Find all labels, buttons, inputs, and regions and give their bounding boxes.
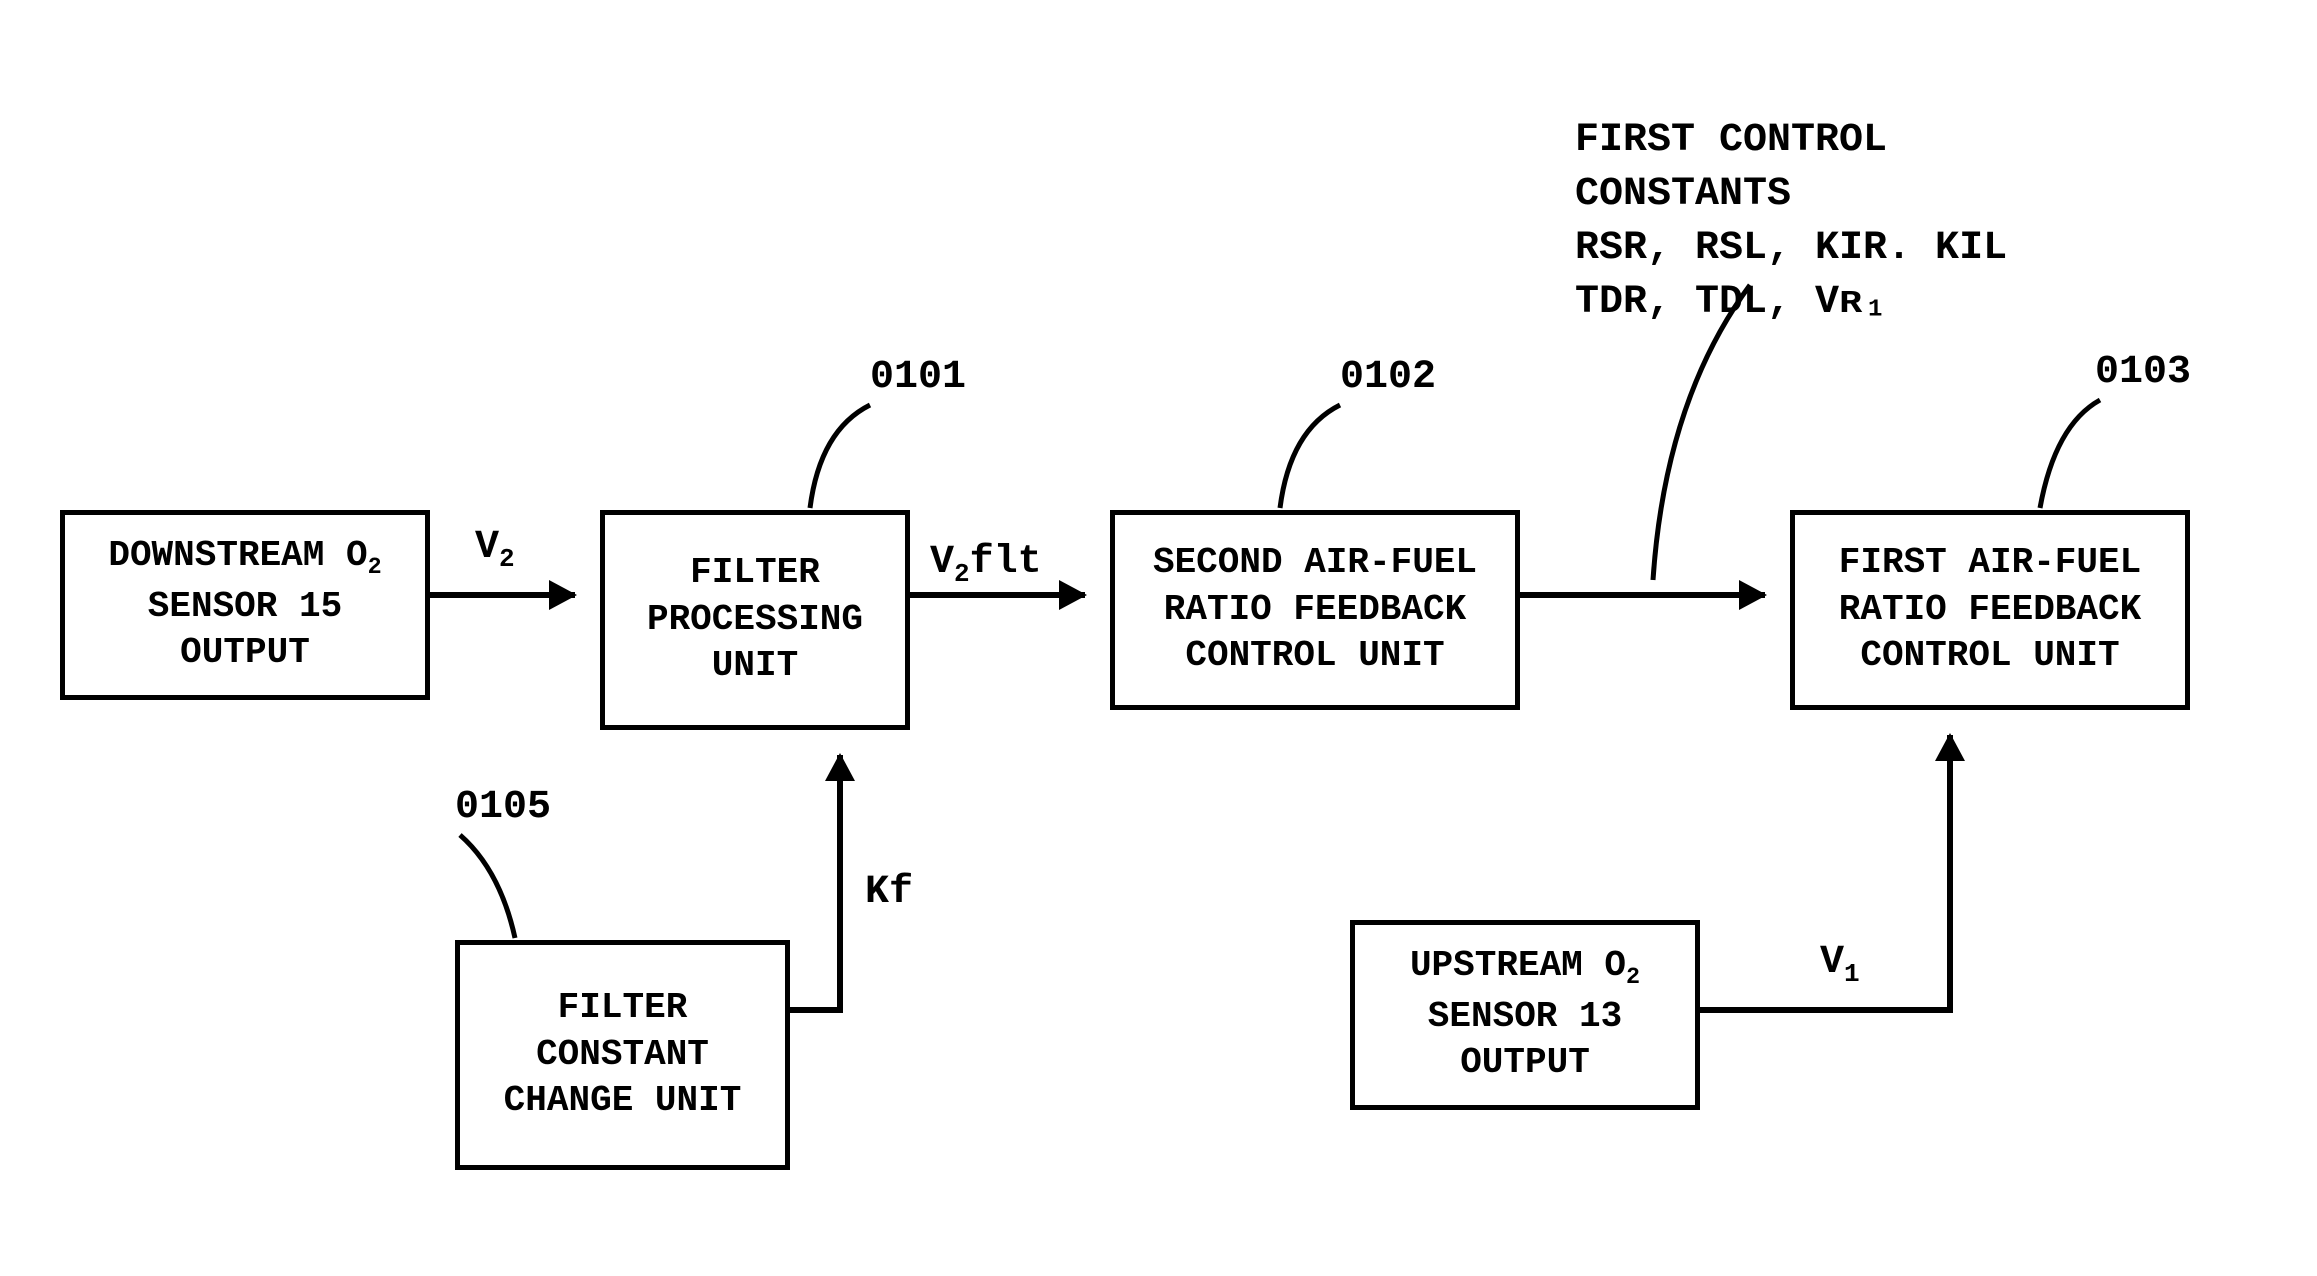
signal-kf: Kf: [865, 870, 913, 915]
leader-0101: [790, 400, 910, 520]
arrow-v1-v: [1947, 735, 1953, 1013]
arrow-v2: [430, 592, 575, 598]
ref-0103: 0103: [2095, 350, 2191, 395]
arrow-v2flt: [910, 592, 1085, 598]
box-second-af-text: SECOND AIR-FUEL RATIO FEEDBACK CONTROL U…: [1153, 540, 1477, 680]
box-downstream-o2: DOWNSTREAM O2SENSOR 15OUTPUT: [60, 510, 430, 700]
arrow-kf-v: [837, 755, 843, 1013]
box-upstream-o2-text: UPSTREAM O2SENSOR 13OUTPUT: [1410, 943, 1640, 1087]
signal-v2flt: V2flt: [930, 540, 1042, 589]
ref-0101: 0101: [870, 355, 966, 400]
box-first-af-control: FIRST AIR-FUEL RATIO FEEDBACK CONTROL UN…: [1790, 510, 2190, 710]
box-first-af-text: FIRST AIR-FUEL RATIO FEEDBACK CONTROL UN…: [1839, 540, 2141, 680]
box-filter-processing-text: FILTER PROCESSING UNIT: [647, 550, 863, 690]
ref-0102: 0102: [1340, 355, 1436, 400]
ref-0105: 0105: [455, 785, 551, 830]
leader-0105: [420, 830, 540, 950]
box-filter-constant-text: FILTER CONSTANT CHANGE UNIT: [504, 985, 742, 1125]
leader-0103: [2015, 395, 2135, 520]
box-upstream-o2: UPSTREAM O2SENSOR 13OUTPUT: [1350, 920, 1700, 1110]
leader-0102: [1255, 400, 1375, 520]
line-v1-h: [1700, 1007, 1953, 1013]
box-second-af-control: SECOND AIR-FUEL RATIO FEEDBACK CONTROL U…: [1110, 510, 1520, 710]
box-filter-constant-change: FILTER CONSTANT CHANGE UNIT: [455, 940, 790, 1170]
leader-constants: [1635, 280, 1815, 600]
arrow-constants: [1520, 592, 1765, 598]
signal-v2: V2: [475, 525, 515, 574]
box-filter-processing: FILTER PROCESSING UNIT: [600, 510, 910, 730]
line-kf-h: [790, 1007, 843, 1013]
signal-v1: V1: [1820, 940, 1860, 989]
box-downstream-o2-text: DOWNSTREAM O2SENSOR 15OUTPUT: [108, 533, 381, 677]
